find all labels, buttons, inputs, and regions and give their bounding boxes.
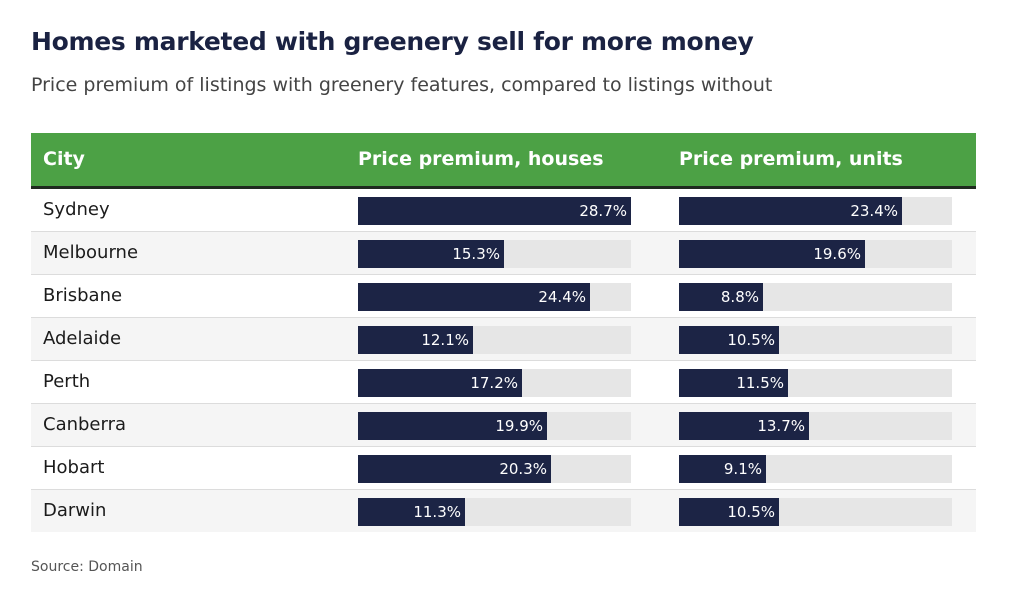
units-bar-track: 10.5%	[679, 326, 952, 354]
chart-subtitle: Price premium of listings with greenery …	[31, 74, 773, 96]
units-bar-track: 11.5%	[679, 369, 952, 397]
units-value-label: 11.5%	[736, 374, 784, 392]
houses-value-label: 19.9%	[495, 417, 543, 435]
city-label: Perth	[43, 371, 91, 392]
houses-bar-track: 11.3%	[358, 498, 631, 526]
units-value-label: 23.4%	[850, 202, 898, 220]
houses-bar-track: 15.3%	[358, 240, 631, 268]
table-row: Darwin 11.3% 10.5%	[31, 490, 976, 532]
units-bar: 9.1%	[679, 455, 766, 483]
units-bar-track: 23.4%	[679, 197, 952, 225]
units-bar-track: 19.6%	[679, 240, 952, 268]
city-label: Darwin	[43, 500, 107, 521]
houses-bar: 28.7%	[358, 197, 631, 225]
table-row: Sydney 28.7% 23.4%	[31, 189, 976, 232]
units-bar: 13.7%	[679, 412, 809, 440]
units-bar: 11.5%	[679, 369, 788, 397]
houses-bar: 19.9%	[358, 412, 547, 440]
houses-bar: 20.3%	[358, 455, 551, 483]
houses-bar-track: 28.7%	[358, 197, 631, 225]
houses-bar-track: 17.2%	[358, 369, 631, 397]
city-label: Melbourne	[43, 242, 139, 263]
houses-bar-track: 12.1%	[358, 326, 631, 354]
units-bar-track: 9.1%	[679, 455, 952, 483]
premium-table: City Price premium, houses Price premium…	[31, 133, 976, 532]
units-value-label: 19.6%	[813, 245, 861, 263]
houses-bar-track: 20.3%	[358, 455, 631, 483]
header-units: Price premium, units	[679, 148, 903, 170]
houses-bar-track: 19.9%	[358, 412, 631, 440]
source-note: Source: Domain	[31, 559, 143, 575]
city-label: Canberra	[43, 414, 127, 435]
units-bar-track: 10.5%	[679, 498, 952, 526]
houses-value-label: 20.3%	[499, 460, 547, 478]
houses-bar: 15.3%	[358, 240, 504, 268]
houses-bar: 17.2%	[358, 369, 522, 397]
units-value-label: 9.1%	[723, 460, 762, 478]
table-row: Hobart 20.3% 9.1%	[31, 447, 976, 490]
units-bar: 23.4%	[679, 197, 902, 225]
houses-value-label: 17.2%	[470, 374, 518, 392]
table-body: Sydney 28.7% 23.4% Melbourne 15.3% 19.6% Brisb…	[31, 189, 976, 532]
table-row: Perth 17.2% 11.5%	[31, 361, 976, 404]
houses-bar-track: 24.4%	[358, 283, 631, 311]
units-bar: 10.5%	[679, 498, 779, 526]
units-value-label: 8.8%	[720, 288, 759, 306]
units-value-label: 10.5%	[727, 331, 775, 349]
houses-bar: 12.1%	[358, 326, 473, 354]
units-bar: 19.6%	[679, 240, 865, 268]
table-row: Brisbane 24.4% 8.8%	[31, 275, 976, 318]
header-houses: Price premium, houses	[358, 148, 604, 170]
units-bar-track: 8.8%	[679, 283, 952, 311]
houses-bar: 11.3%	[358, 498, 465, 526]
houses-value-label: 12.1%	[421, 331, 469, 349]
table-row: Adelaide 12.1% 10.5%	[31, 318, 976, 361]
header-city: City	[43, 148, 85, 170]
table-row: Canberra 19.9% 13.7%	[31, 404, 976, 447]
houses-value-label: 15.3%	[452, 245, 500, 263]
units-bar: 10.5%	[679, 326, 779, 354]
units-bar-track: 13.7%	[679, 412, 952, 440]
houses-bar: 24.4%	[358, 283, 590, 311]
units-value-label: 13.7%	[757, 417, 805, 435]
table-row: Melbourne 15.3% 19.6%	[31, 232, 976, 275]
units-value-label: 10.5%	[727, 503, 775, 521]
city-label: Adelaide	[43, 328, 122, 349]
table-header: City Price premium, houses Price premium…	[31, 133, 976, 189]
houses-value-label: 28.7%	[579, 202, 627, 220]
city-label: Sydney	[43, 199, 110, 220]
chart-title: Homes marketed with greenery sell for mo…	[31, 27, 754, 56]
city-label: Hobart	[43, 457, 105, 478]
units-bar: 8.8%	[679, 283, 763, 311]
houses-value-label: 11.3%	[413, 503, 461, 521]
city-label: Brisbane	[43, 285, 123, 306]
houses-value-label: 24.4%	[538, 288, 586, 306]
